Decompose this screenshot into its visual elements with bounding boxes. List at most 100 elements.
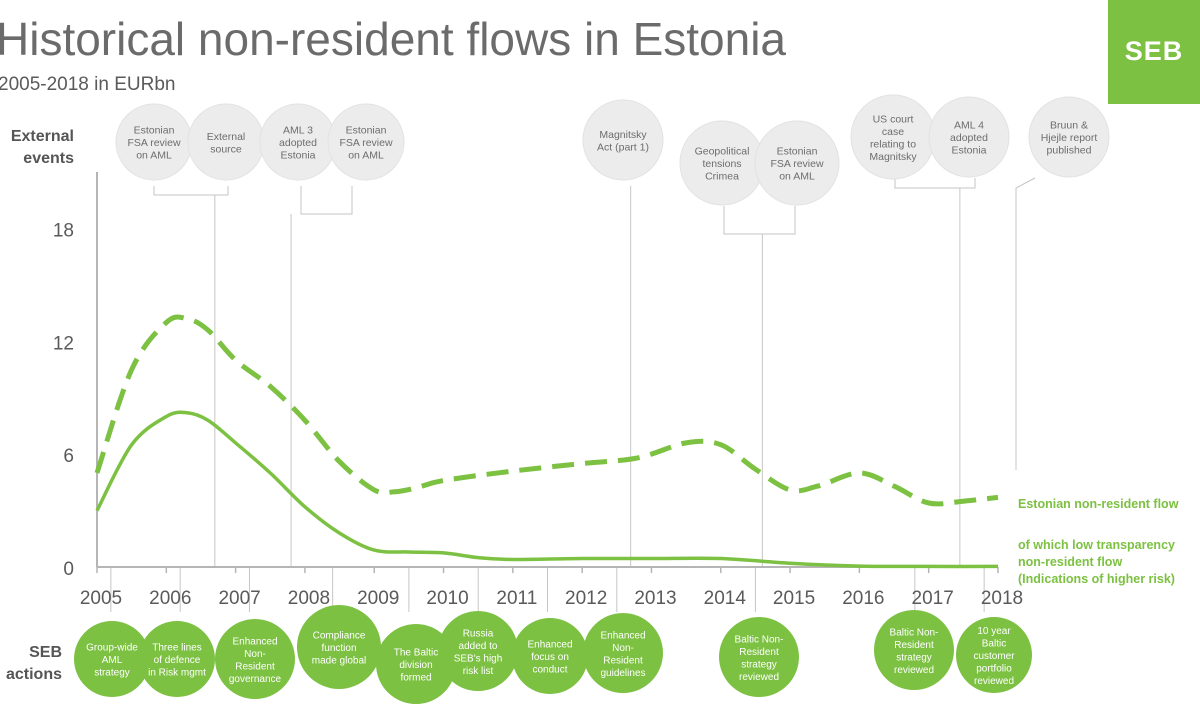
x-tick-label: 2012	[565, 588, 607, 609]
external-event-text: Estonia	[951, 145, 986, 157]
external-event-text: case	[882, 126, 904, 138]
x-tick-label: 2014	[704, 588, 747, 609]
external-event-text: Estonian	[777, 146, 818, 158]
external-event-text: source	[210, 143, 242, 155]
seb-action-text: focus on	[531, 652, 569, 663]
external-events-label: External	[11, 128, 74, 145]
seb-actions-label: actions	[6, 666, 62, 683]
seb-action-text: Non-	[244, 649, 266, 660]
seb-action-circle	[376, 624, 456, 704]
seb-actions-label: SEB	[29, 644, 62, 661]
event-connector	[723, 206, 796, 235]
external-events-label: events	[23, 150, 74, 167]
seb-action-text: of defence	[154, 655, 201, 666]
seb-action-text: portfolio	[976, 664, 1012, 675]
external-event-text: Bruun &	[1050, 120, 1088, 132]
seb-action-circle	[139, 621, 215, 697]
external-event-text: External	[207, 131, 246, 143]
external-event-text: Act (part 1)	[597, 141, 649, 153]
external-event-text: adopted	[950, 132, 988, 144]
seb-action-text: reviewed	[974, 676, 1014, 687]
external-event-text: Estonia	[280, 150, 315, 162]
seb-action-text: Resident	[739, 647, 779, 658]
seb-action-circle	[512, 618, 588, 694]
external-event-circle	[582, 99, 664, 181]
seb-action-text: strategy	[94, 668, 130, 679]
external-event-text: Magnitsky	[599, 129, 647, 141]
x-tick-label: 2006	[149, 588, 191, 609]
seb-action-text: Baltic Non-	[890, 627, 939, 638]
seb-action-text: The Baltic	[394, 648, 438, 659]
external-event-text: published	[1047, 145, 1092, 157]
chart-title: Historical non-resident flows in Estonia	[0, 13, 787, 65]
y-tick-label: 18	[53, 220, 74, 241]
seb-action-text: SEB's high	[454, 653, 503, 664]
x-tick-label: 2017	[912, 588, 954, 609]
external-event-circle	[928, 96, 1010, 178]
y-tick-label: 12	[53, 333, 74, 354]
seb-action-circle	[215, 619, 295, 699]
y-tick-label: 0	[63, 559, 74, 580]
seb-action-circle	[583, 613, 663, 693]
external-event-circle	[327, 103, 405, 181]
seb-action-text: Baltic	[982, 639, 1006, 650]
seb-action-circle	[719, 617, 799, 697]
external-event-text: Crimea	[705, 171, 739, 183]
seb-action-text: made global	[312, 656, 366, 667]
seb-action-text: 10 year	[977, 626, 1011, 637]
seb-action-text: Russia	[463, 628, 494, 639]
external-event-text: relating to	[870, 138, 916, 150]
x-tick-label: 2011	[496, 588, 537, 609]
x-tick-label: 2016	[842, 588, 884, 609]
x-tick-label: 2013	[634, 588, 676, 609]
seb-action-text: reviewed	[894, 665, 934, 676]
seb-action-circle	[874, 610, 954, 690]
external-event-text: on AML	[136, 150, 172, 162]
seb-action-text: Resident	[603, 655, 643, 666]
x-tick-label: 2009	[357, 588, 399, 609]
external-event-text: FSA review	[770, 158, 824, 170]
external-event-text: on AML	[779, 171, 815, 183]
series-line-nonresident-flow	[94, 314, 999, 507]
x-tick-label: 2015	[773, 588, 815, 609]
seb-action-circle	[297, 605, 381, 689]
external-event-text: US court	[873, 113, 914, 125]
seb-action-text: in Risk mgmt	[148, 668, 206, 679]
external-event-text: Geopolitical	[695, 146, 750, 158]
seb-logo-text: SEB	[1124, 36, 1184, 66]
chart-subtitle: 2005-2018 in EURbn	[0, 74, 176, 95]
seb-action-text: conduct	[532, 665, 567, 676]
seb-action-text: added to	[459, 641, 498, 652]
seb-action-circle	[438, 611, 518, 691]
x-tick-label: 2007	[218, 588, 260, 609]
seb-action-text: customer	[973, 651, 1015, 662]
seb-action-text: risk list	[463, 666, 494, 677]
seb-action-text: Baltic Non-	[735, 634, 784, 645]
seb-action-text: Three lines	[152, 643, 201, 654]
legend-label-low-transparency: non-resident flow	[1018, 555, 1122, 569]
external-event-text: adopted	[279, 137, 317, 149]
seb-action-text: reviewed	[739, 672, 779, 683]
external-event-text: Hjejle report	[1041, 132, 1098, 144]
external-event-text: Magnitsky	[869, 151, 917, 163]
series-line-low-transparency-flow	[95, 410, 999, 569]
seb-action-text: guidelines	[600, 668, 645, 679]
x-tick-label: 2010	[426, 588, 468, 609]
seb-action-text: division	[399, 660, 432, 671]
seb-action-text: Enhanced	[600, 630, 645, 641]
seb-action-text: Compliance	[313, 631, 366, 642]
seb-action-text: formed	[400, 673, 431, 684]
event-connector	[153, 186, 229, 196]
external-event-text: AML 3	[283, 125, 313, 137]
external-event-circle	[754, 120, 840, 206]
legend-label-low-transparency: (Indications of higher risk)	[1018, 572, 1175, 586]
x-tick-label: 2005	[80, 588, 122, 609]
seb-action-text: AML	[102, 655, 123, 666]
event-connector	[300, 186, 353, 215]
seb-action-text: Resident	[894, 640, 934, 651]
x-tick-label: 2008	[288, 588, 330, 609]
external-event-text: on AML	[348, 150, 384, 162]
seb-action-circle	[956, 617, 1032, 693]
seb-action-text: function	[321, 643, 356, 654]
